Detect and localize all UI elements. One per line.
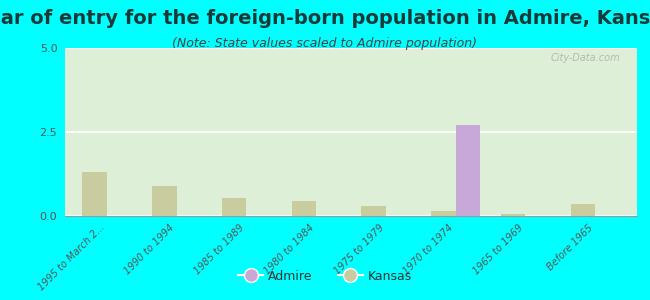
- Text: (Note: State values scaled to Admire population): (Note: State values scaled to Admire pop…: [172, 38, 478, 50]
- Bar: [361, 206, 386, 216]
- Bar: [431, 211, 456, 216]
- Text: Year of entry for the foreign-born population in Admire, Kansas: Year of entry for the foreign-born popul…: [0, 9, 650, 28]
- Bar: [292, 201, 316, 216]
- Bar: [152, 186, 177, 216]
- Bar: [222, 197, 246, 216]
- Text: City-Data.com: City-Data.com: [550, 53, 620, 63]
- Bar: [501, 214, 525, 216]
- Bar: [571, 204, 595, 216]
- Bar: [83, 172, 107, 216]
- Legend: Admire, Kansas: Admire, Kansas: [233, 265, 417, 288]
- Bar: [456, 125, 480, 216]
